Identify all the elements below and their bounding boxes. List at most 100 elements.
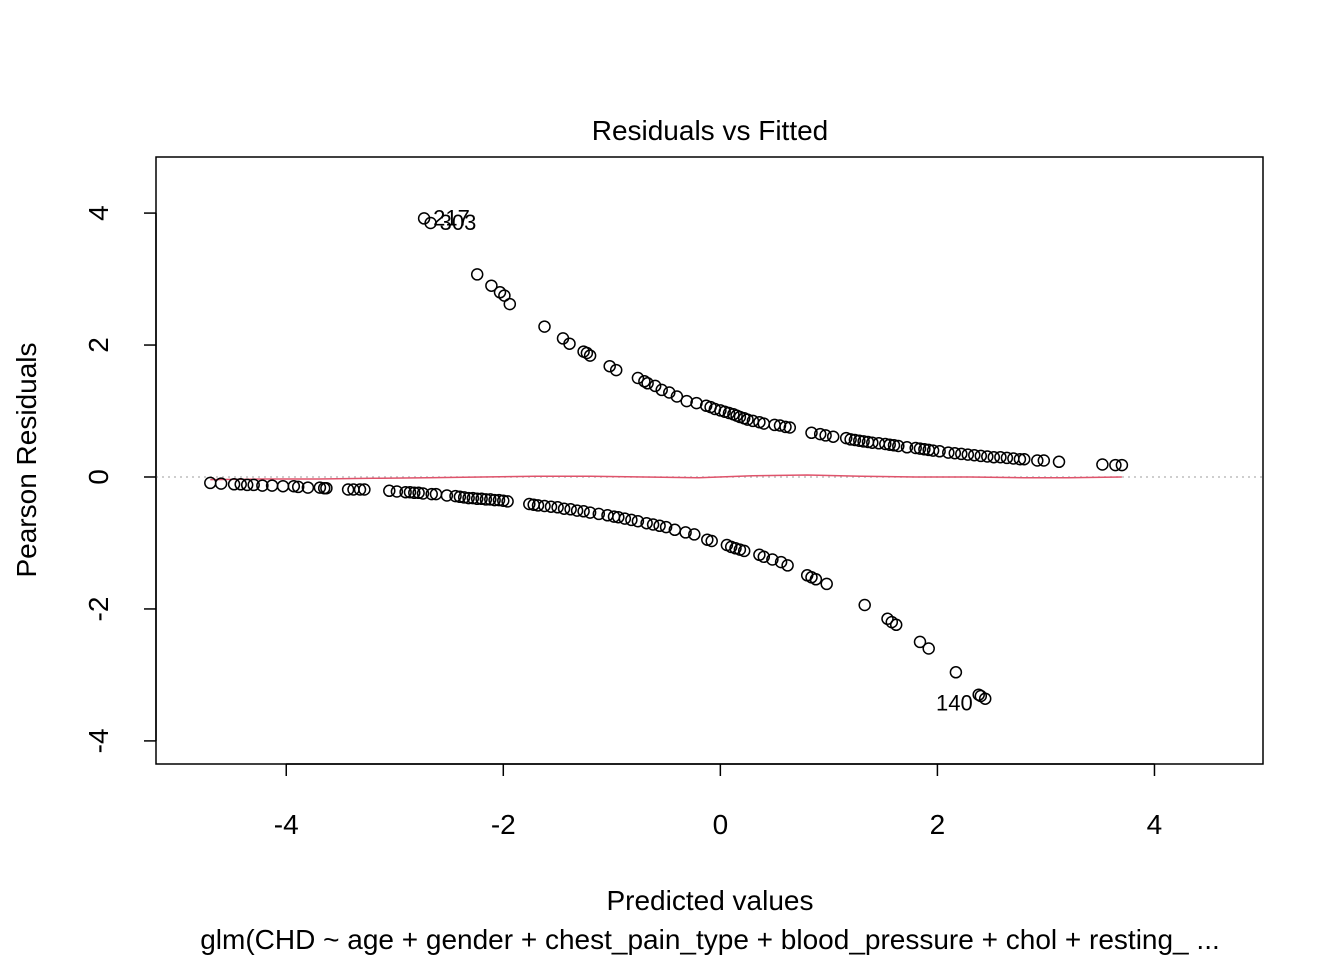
data-point: [470, 268, 484, 281]
data-point: [353, 483, 367, 496]
data-point: [488, 493, 501, 507]
data-point: [773, 419, 787, 432]
data-point: [390, 485, 404, 498]
data-point: [809, 573, 823, 586]
data-point: [981, 450, 994, 463]
data-point: [383, 484, 396, 498]
data-point: [820, 577, 833, 591]
data-point: [612, 510, 625, 524]
data-point: [583, 349, 597, 362]
data-point: [646, 518, 660, 531]
data-point: [609, 363, 623, 377]
data-point: [889, 618, 903, 632]
data-point: [1000, 451, 1014, 465]
data-point: [551, 501, 564, 514]
data-point: [913, 442, 927, 455]
data-point: [501, 495, 514, 508]
data-point: [320, 481, 333, 495]
data-point: [848, 433, 862, 447]
data-point: [826, 430, 840, 443]
data-point: [538, 320, 551, 333]
data-point: [485, 279, 498, 292]
data-point: [603, 359, 616, 373]
data-point: [948, 446, 962, 460]
data-point: [358, 483, 371, 496]
data-point: [1096, 458, 1109, 471]
data-point: [640, 516, 653, 530]
data-point: [994, 450, 1007, 464]
data-point: [291, 480, 305, 494]
point-label-303: 303: [440, 210, 477, 235]
data-point: [1013, 452, 1027, 466]
data-point: [680, 394, 693, 408]
data-point: [412, 486, 425, 500]
data-point: [705, 534, 718, 548]
data-point: [844, 433, 857, 446]
data-point: [659, 520, 673, 534]
x-tick-label: 4: [1147, 809, 1163, 840]
data-point: [853, 434, 866, 447]
data-point: [234, 478, 247, 491]
data-point: [987, 450, 1001, 464]
data-point: [256, 479, 269, 492]
data-point: [416, 487, 430, 500]
data-point: [909, 441, 922, 455]
data-point: [663, 386, 676, 399]
plot-frame: [155, 156, 1264, 765]
data-point: [737, 544, 751, 558]
data-point: [670, 390, 684, 403]
y-axis: -4 -2 0 2 4: [83, 205, 157, 753]
data-point: [781, 559, 794, 572]
data-point: [466, 491, 480, 505]
data-point: [883, 438, 896, 451]
y-axis-label: Pearson Residuals: [11, 342, 42, 577]
data-point: [492, 493, 506, 507]
data-point: [679, 526, 692, 539]
data-point: [425, 487, 438, 501]
data-point: [453, 490, 467, 504]
data-point: [592, 507, 606, 521]
data-point: [570, 504, 584, 517]
smooth-line: [210, 474, 1122, 481]
data-point: [819, 429, 832, 442]
data-point: [913, 635, 927, 649]
data-point: [955, 447, 968, 461]
data-point: [625, 513, 638, 527]
data-point: [531, 499, 545, 512]
data-point: [557, 502, 571, 515]
data-point: [424, 216, 437, 230]
data-point: [813, 427, 827, 441]
data-point: [287, 479, 301, 493]
y-tick-label: 2: [83, 337, 114, 353]
data-point: [631, 514, 645, 528]
data-point: [523, 497, 536, 511]
data-point: [1109, 458, 1122, 472]
data-point: [942, 446, 955, 459]
data-point: [538, 499, 551, 513]
model-formula-subtitle: glm(CHD ~ age + gender + chest_pain_type…: [200, 924, 1220, 955]
data-point: [484, 493, 497, 506]
data-point: [926, 444, 940, 457]
data-point: [688, 528, 701, 541]
data-point: [805, 426, 818, 440]
data-point: [440, 489, 454, 502]
data-point: [497, 494, 510, 507]
data-point: [779, 420, 792, 434]
data-point: [933, 445, 946, 458]
data-point: [227, 478, 241, 491]
data-point: [857, 435, 870, 448]
data-point: [240, 478, 254, 492]
points-layer: [204, 212, 1129, 705]
data-point: [918, 443, 931, 456]
x-axis: -4 -2 0 2 4: [274, 763, 1163, 840]
y-tick-label: 0: [83, 469, 114, 485]
x-tick-label: 2: [930, 809, 946, 840]
data-point: [879, 437, 892, 451]
data-point: [648, 379, 662, 393]
point-label-217: 217: [433, 205, 470, 230]
x-tick-label: 0: [713, 809, 729, 840]
data-point: [757, 550, 771, 564]
data-point: [949, 666, 963, 679]
